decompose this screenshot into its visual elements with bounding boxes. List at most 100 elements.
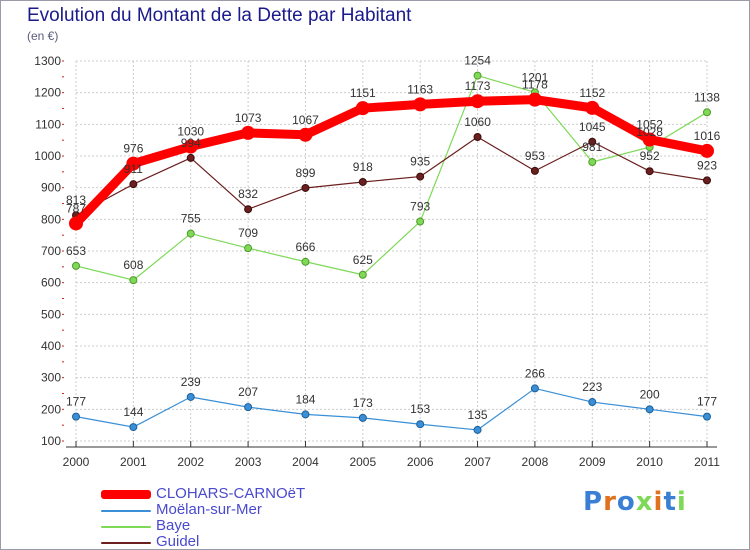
data-label: 207 [238, 385, 258, 399]
data-point [69, 216, 83, 231]
data-point [703, 176, 711, 185]
legend-label: Guidel [156, 533, 200, 550]
data-label: 666 [295, 240, 315, 254]
data-label: 239 [181, 375, 201, 389]
data-label: 625 [353, 253, 373, 267]
data-point [530, 166, 539, 175]
data-point [358, 413, 367, 422]
data-label: 1254 [464, 54, 491, 68]
data-point [588, 137, 597, 146]
data-point [530, 384, 539, 393]
data-label: 832 [238, 187, 258, 201]
x-tick-label: 2007 [464, 455, 491, 469]
data-label: 1163 [407, 82, 433, 96]
y-tick-label: 1200 [34, 86, 61, 100]
y-tick-label: 700 [41, 244, 61, 258]
data-label: 173 [353, 396, 373, 410]
data-point [72, 412, 80, 421]
data-label: 1178 [522, 78, 548, 92]
data-label: 177 [66, 395, 86, 409]
data-label: 1073 [235, 111, 262, 125]
legend-item: Guidel [101, 533, 361, 550]
data-label: 223 [582, 380, 602, 394]
data-label: 981 [582, 140, 602, 154]
x-tick-label: 2008 [522, 455, 549, 469]
x-tick-label: 2010 [636, 455, 663, 469]
data-point [129, 276, 138, 285]
logo-letter: i [676, 487, 687, 517]
data-point [703, 108, 711, 117]
legend-label: Baye [156, 517, 191, 534]
y-tick-label: 500 [41, 307, 61, 321]
data-label: 1067 [292, 113, 319, 127]
data-label: 1052 [636, 118, 663, 132]
legend-swatch [101, 510, 151, 512]
data-point [358, 270, 367, 279]
y-tick-label: 1000 [34, 149, 61, 163]
data-point [183, 139, 198, 154]
data-point [416, 217, 425, 226]
data-point [703, 412, 711, 421]
data-point [588, 398, 597, 407]
data-point [129, 423, 138, 432]
y-tick-label: 900 [41, 181, 61, 195]
data-label: 1173 [465, 79, 491, 93]
data-label: 177 [697, 395, 717, 409]
series-line [71, 95, 712, 228]
y-tick-label: 400 [41, 339, 61, 353]
data-label: 266 [525, 366, 545, 380]
legend: CLOHARS-CARNOëT Moëlan-sur-Mer Baye Guid… [101, 485, 361, 550]
x-tick-label: 2001 [120, 455, 147, 469]
data-point [129, 180, 138, 189]
y-axis-unit-label: (en €) [27, 29, 59, 43]
data-label: 953 [525, 149, 545, 163]
data-point [298, 127, 313, 142]
data-point [527, 92, 542, 107]
data-label: 952 [640, 149, 660, 163]
data-label: 994 [181, 136, 201, 150]
legend-label: Moëlan-sur-Mer [156, 501, 262, 518]
data-point [585, 100, 600, 115]
data-label: 1016 [694, 129, 721, 143]
y-tick-label: 800 [41, 212, 61, 226]
data-label: 1152 [579, 86, 605, 100]
x-tick-label: 2006 [407, 455, 434, 469]
data-point [358, 177, 367, 186]
legend-item: Moëlan-sur-Mer [101, 501, 361, 518]
data-label: 911 [124, 162, 143, 176]
data-point [355, 101, 370, 116]
data-point [186, 153, 195, 162]
data-label: 755 [181, 212, 201, 226]
data-label: 709 [238, 226, 258, 240]
data-label: 608 [123, 258, 143, 272]
data-point [126, 156, 141, 171]
data-label: 1028 [636, 125, 663, 139]
data-label: 1201 [522, 70, 549, 84]
data-point [244, 244, 253, 253]
data-point [301, 183, 310, 192]
data-label: 200 [640, 387, 660, 401]
data-point [244, 205, 253, 214]
data-point [473, 71, 482, 80]
data-point [186, 229, 195, 238]
data-point [645, 167, 654, 176]
x-tick-label: 2009 [579, 455, 606, 469]
data-label: 976 [123, 142, 143, 156]
data-label: 1030 [177, 125, 204, 139]
data-point [645, 405, 654, 414]
data-point [241, 125, 256, 140]
x-tick-label: 2003 [235, 455, 262, 469]
y-tick-label: 600 [41, 276, 61, 290]
data-label: 813 [66, 193, 86, 207]
series-line [75, 74, 708, 281]
data-point [301, 410, 310, 419]
y-tick-label: 100 [41, 434, 61, 448]
legend-item: Baye [101, 517, 361, 534]
data-point [700, 143, 714, 158]
data-label: 899 [295, 166, 315, 180]
data-point [473, 425, 482, 434]
data-label: 935 [410, 155, 430, 169]
data-point [588, 158, 597, 167]
